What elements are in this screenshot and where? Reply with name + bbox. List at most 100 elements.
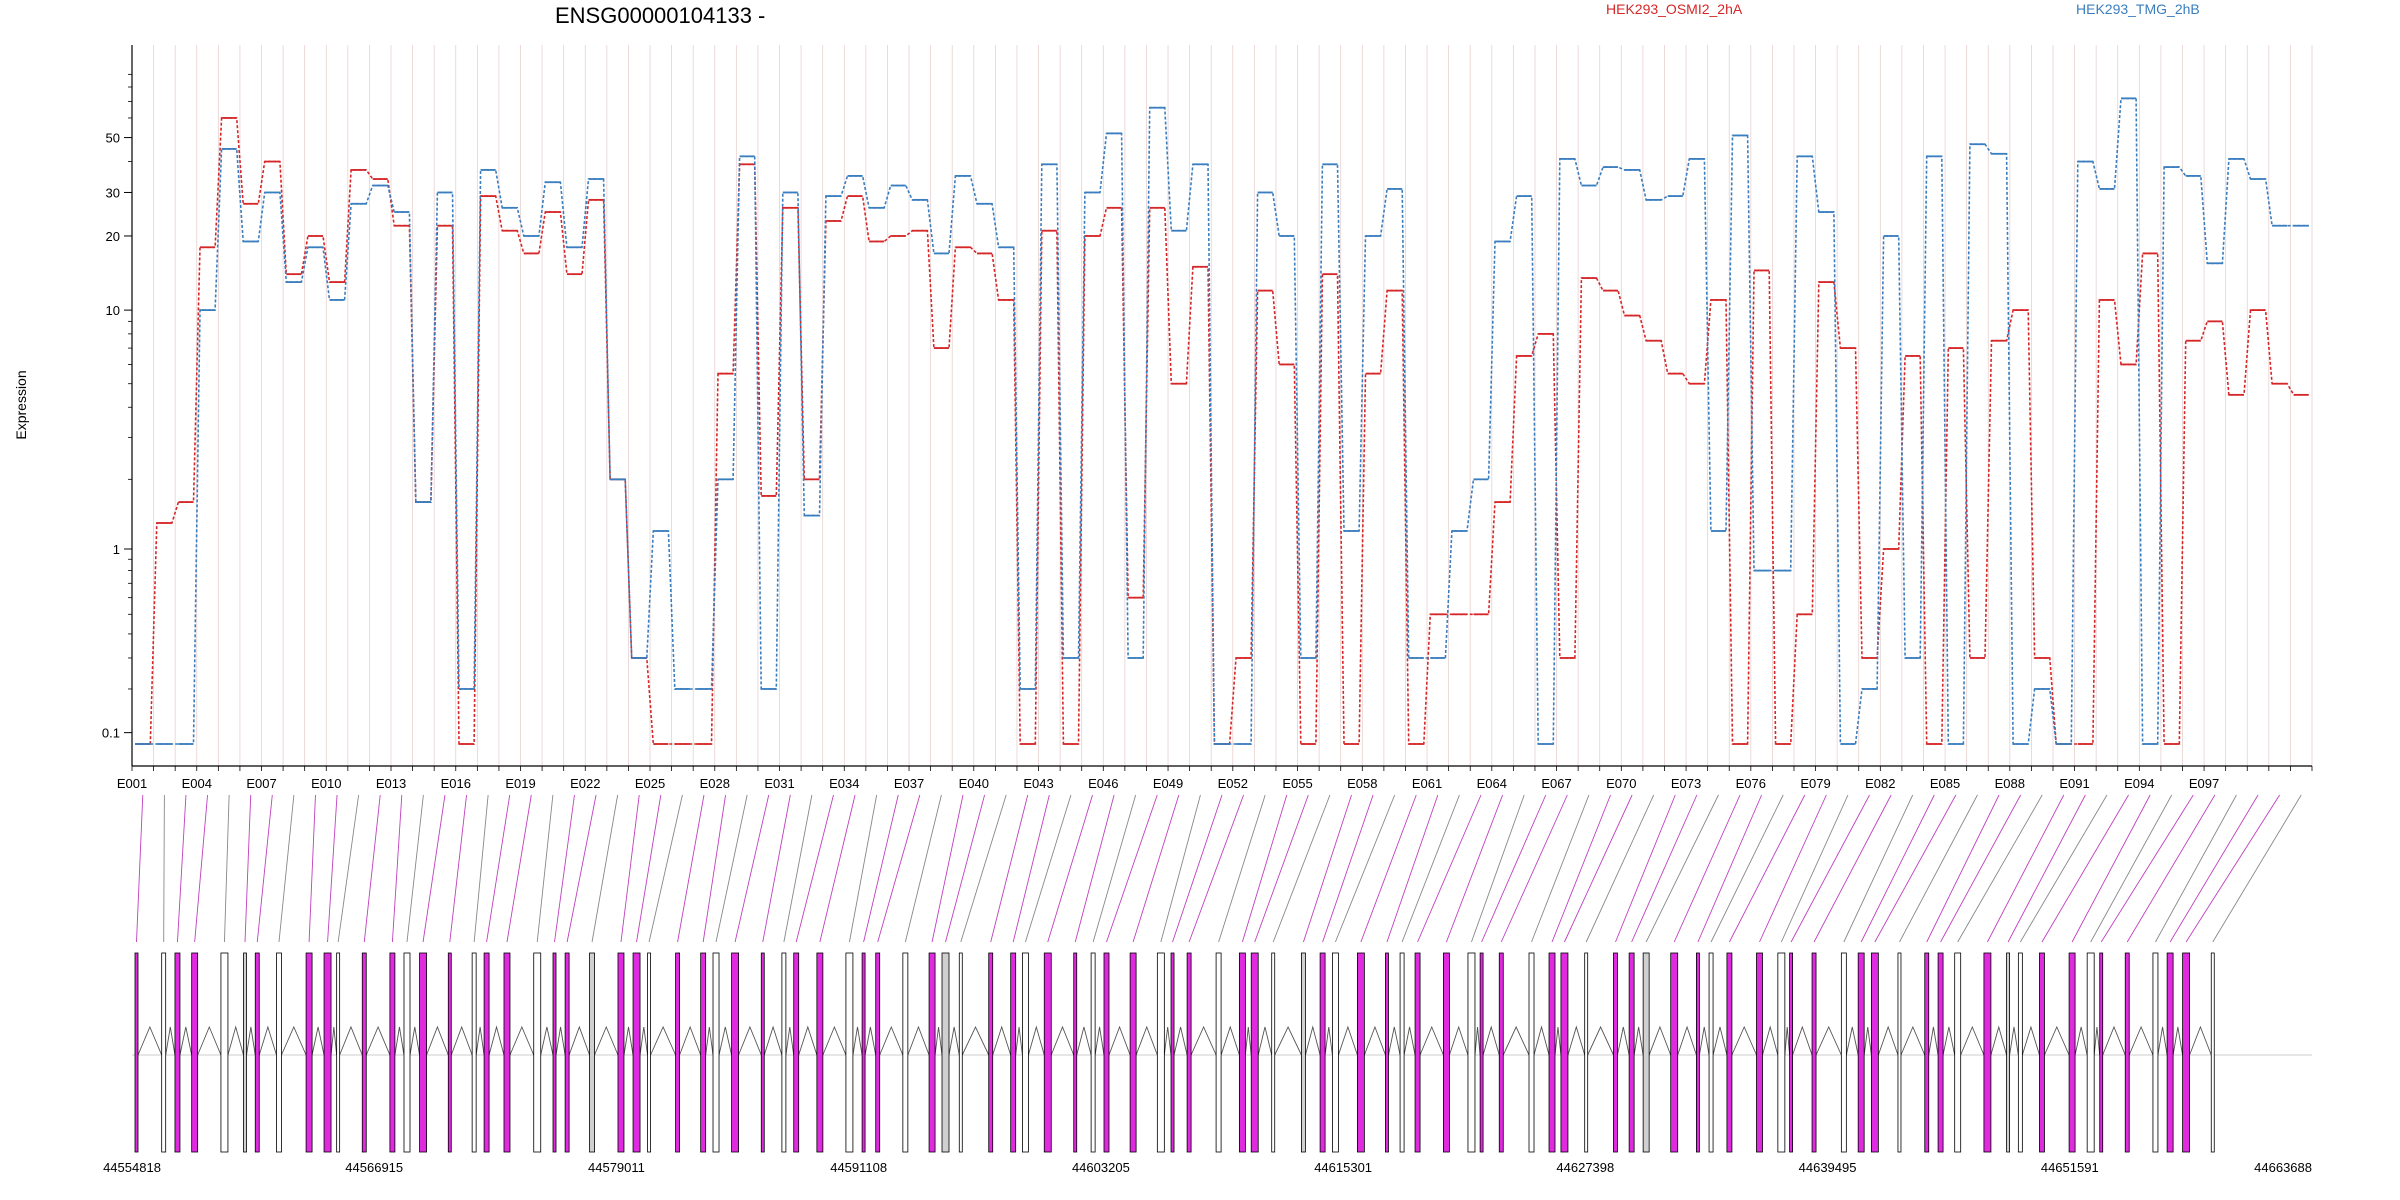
exon-connector [1585, 794, 1655, 943]
intron-arc [907, 1025, 930, 1056]
exon-connector [2007, 794, 2086, 943]
exon-box [675, 952, 680, 1153]
exon-connector [1047, 794, 1093, 943]
gene-model [132, 952, 2312, 1153]
exon-connector [473, 794, 489, 943]
exon-connector [819, 794, 856, 943]
intron-arc [1792, 1025, 1813, 1056]
exon-connector [677, 794, 705, 943]
exon-connector [1631, 794, 1698, 943]
x-tick-label: E085 [1930, 776, 1960, 791]
exon-connector [554, 794, 575, 943]
exon-connector [337, 794, 360, 943]
intron-arc [409, 1026, 420, 1056]
intron-arc [555, 1026, 566, 1056]
intron-arc [2044, 1025, 2070, 1056]
exon-connector [1417, 794, 1482, 943]
intron-arc [718, 1026, 733, 1056]
intron-arc [1815, 1025, 1842, 1056]
exon-connector [2090, 794, 2173, 943]
intron-arc [1135, 1025, 1158, 1056]
intron-arc [650, 1025, 676, 1056]
intron-arc [1076, 1026, 1092, 1056]
exon-box [1548, 952, 1556, 1153]
exon-connector [223, 794, 230, 943]
x-tick-label: E043 [1023, 776, 1053, 791]
exon-connector [2071, 794, 2151, 943]
exon-box [305, 952, 313, 1153]
y-tick-label: 50 [106, 131, 120, 146]
intron-arc [1712, 1026, 1728, 1056]
x-tick-label: E097 [2189, 776, 2219, 791]
exon-box [533, 952, 542, 1153]
intron-arc [365, 1025, 391, 1056]
intron-arc [679, 1025, 702, 1056]
exon-box [564, 952, 570, 1153]
exon-connector [244, 794, 252, 943]
exon-box [1628, 952, 1635, 1153]
exon-connector [1673, 794, 1741, 943]
exon-connector [1874, 794, 1957, 943]
intron-arc [639, 1026, 649, 1056]
intron-arc [1762, 1025, 1779, 1056]
exon-box [1726, 952, 1733, 1153]
exon-connector [1813, 794, 1892, 943]
genomic-coordinate-label: 44627398 [1556, 1160, 1614, 1175]
y-tick-label: 1 [113, 542, 120, 557]
exon-connector [783, 794, 813, 943]
exon-connector [1957, 794, 2043, 943]
x-tick-label: E088 [1995, 776, 2025, 791]
exon-box [875, 952, 881, 1153]
y-tick-label: 10 [106, 303, 120, 318]
exon-connector [904, 794, 942, 943]
exon-connector [1500, 794, 1568, 943]
intron-arc [2172, 1026, 2184, 1056]
exon-box [220, 952, 229, 1153]
exon-connector [1899, 794, 1978, 943]
intron-arc [1388, 1026, 1401, 1056]
exon-box [1399, 952, 1405, 1153]
x-tick-label: E037 [894, 776, 924, 791]
exon-box [1156, 952, 1165, 1153]
exon-box [1271, 952, 1276, 1153]
exon-box [1924, 952, 1930, 1153]
exon-box [1897, 952, 1902, 1153]
exon-connector [1172, 794, 1223, 943]
exon-box [700, 952, 707, 1153]
intron-arc [623, 1026, 634, 1056]
legend-series-a: HEK293_OSMI2_2hA [1606, 1, 1743, 17]
intron-arc [864, 1026, 877, 1056]
intron-arc [281, 1025, 307, 1056]
exon-connector [715, 794, 748, 943]
intron-arc [1304, 1025, 1321, 1056]
exon-connector [1697, 794, 1763, 943]
exon-connector [2019, 794, 2108, 943]
exon-connector [2212, 794, 2302, 943]
exon-connector [1564, 794, 1633, 943]
exon-box [1857, 952, 1865, 1153]
series-line-a [135, 117, 2309, 745]
exon-box [731, 952, 739, 1153]
exon-connector [636, 794, 662, 943]
intron-arc [738, 1025, 762, 1056]
intron-arc [1502, 1025, 1530, 1056]
intron-arc [1567, 1025, 1586, 1056]
exon-connector [960, 794, 1007, 943]
exon-connector [506, 794, 532, 943]
exon-connector [1334, 794, 1396, 943]
exon-connector [1481, 794, 1547, 943]
genomic-coordinate-label: 44663688 [2254, 1160, 2312, 1175]
exon-connector [1471, 794, 1525, 943]
intron-arc [1900, 1025, 1926, 1056]
exon-box [1498, 952, 1504, 1153]
genomic-coordinate-label: 44651591 [2041, 1160, 2099, 1175]
exon-box [1301, 952, 1306, 1153]
x-tick-label: E064 [1477, 776, 1507, 791]
intron-arc [179, 1026, 193, 1056]
exon-box [243, 952, 247, 1153]
exon-box [712, 952, 720, 1153]
intron-arc [394, 1026, 405, 1056]
exon-connector [1780, 794, 1849, 943]
exon-box [928, 952, 936, 1153]
exon-box [1186, 952, 1192, 1153]
